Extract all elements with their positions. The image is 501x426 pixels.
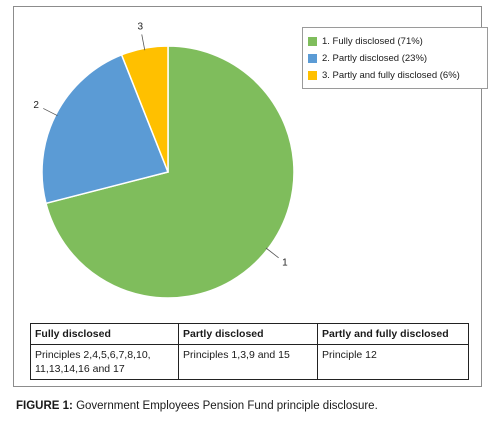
table-cell: Principles 1,3,9 and 15 <box>178 344 318 380</box>
table-header: Partly and fully disclosed <box>317 323 469 345</box>
table-cell: Principle 12 <box>317 344 469 380</box>
chart-legend: 1. Fully disclosed (71%) 2. Partly discl… <box>302 27 488 89</box>
legend-item-partly-and-fully: 3. Partly and fully disclosed (6%) <box>308 67 487 84</box>
disclosure-table: Fully disclosed Partly disclosed Partly … <box>30 323 469 380</box>
legend-label: 2. Partly disclosed (23%) <box>322 53 428 64</box>
leader-line-2 <box>43 108 58 117</box>
pie-label-1: 1 <box>282 258 288 269</box>
caption-text: Government Employees Pension Fund princi… <box>72 400 378 412</box>
legend-item-fully-disclosed: 1. Fully disclosed (71%) <box>308 33 487 50</box>
pie-label-3: 3 <box>137 22 143 33</box>
legend-swatch <box>308 71 317 80</box>
leader-line-1 <box>265 247 279 259</box>
figure-caption: FIGURE 1: Government Employees Pension F… <box>16 400 378 412</box>
legend-swatch <box>308 37 317 46</box>
table-header: Fully disclosed <box>30 323 179 345</box>
table-header: Partly disclosed <box>178 323 318 345</box>
table-row: Principles 2,4,5,6,7,8,10, 11,13,14,16 a… <box>30 344 469 380</box>
pie-label-2: 2 <box>33 100 39 111</box>
table-cell: Principles 2,4,5,6,7,8,10, 11,13,14,16 a… <box>30 344 179 380</box>
table-header-row: Fully disclosed Partly disclosed Partly … <box>30 323 469 345</box>
legend-swatch <box>308 54 317 63</box>
legend-label: 3. Partly and fully disclosed (6%) <box>322 70 460 81</box>
leader-line-3 <box>141 34 146 51</box>
legend-label: 1. Fully disclosed (71%) <box>322 36 423 47</box>
legend-item-partly-disclosed: 2. Partly disclosed (23%) <box>308 50 487 67</box>
pie-chart: 1 2 3 <box>33 22 295 299</box>
caption-label: FIGURE 1: <box>16 400 73 412</box>
